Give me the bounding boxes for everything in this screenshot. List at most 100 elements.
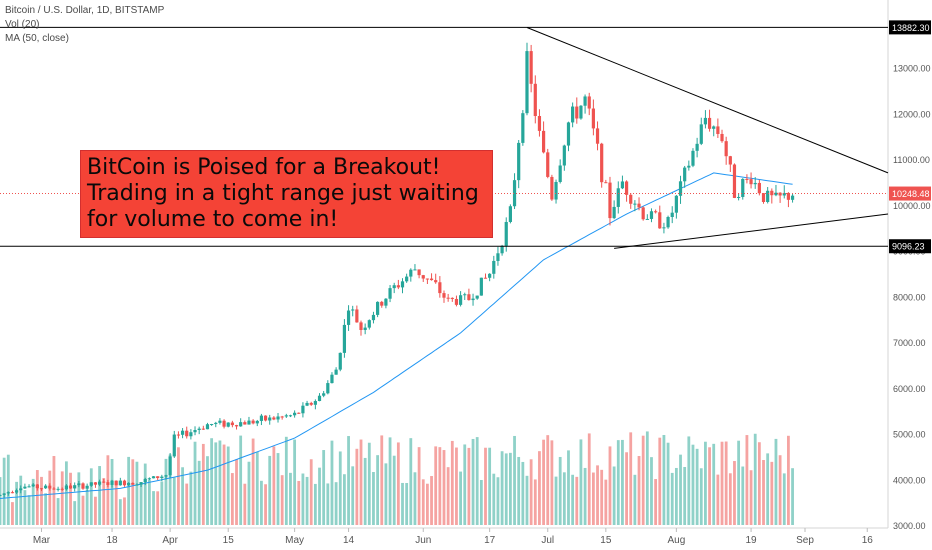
candle-body	[139, 482, 143, 485]
volume-bar	[695, 448, 699, 525]
candle-body	[562, 145, 566, 166]
candle-body	[442, 293, 446, 298]
volume-bar	[405, 483, 409, 525]
candle-body	[222, 420, 226, 427]
candle-body	[691, 150, 695, 166]
volume-bar	[322, 450, 326, 525]
ma-indicator-label: MA (50, close)	[5, 33, 69, 44]
volume-bar	[550, 440, 554, 525]
volume-bar	[376, 455, 380, 525]
volume-bar	[396, 442, 400, 525]
volume-bar	[674, 467, 678, 525]
candle-body	[463, 294, 467, 296]
volume-bar	[73, 501, 77, 525]
volume-bar	[326, 483, 330, 525]
volume-bar	[442, 450, 446, 525]
volume-bar	[438, 447, 442, 525]
candle-body	[483, 277, 488, 279]
candle-body	[757, 182, 761, 194]
volume-bar	[280, 475, 284, 525]
candle-body	[176, 434, 181, 436]
candle-body	[637, 203, 641, 208]
candle-body	[56, 488, 60, 490]
volume-bar	[235, 459, 238, 525]
symbol-label: Bitcoin / U.S. Dollar, 1D, BITSTAMP	[5, 5, 165, 16]
volume-bar	[554, 476, 558, 525]
candle-body	[363, 327, 367, 330]
candle-body	[732, 164, 737, 198]
volume-indicator-label: Vol (20)	[5, 19, 40, 30]
candle-body	[687, 165, 691, 168]
candle-body	[458, 295, 463, 305]
volume-bar	[533, 479, 537, 525]
volume-bar	[372, 472, 375, 525]
candle-body	[131, 482, 135, 485]
volume-bar	[85, 489, 89, 525]
volume-bar	[467, 447, 471, 525]
volume-bar	[102, 478, 106, 525]
candle-body	[205, 424, 210, 430]
volume-bar	[409, 438, 413, 525]
candle-body	[151, 476, 156, 479]
candle-body	[89, 482, 93, 486]
volume-bar	[35, 470, 39, 525]
candle-body	[189, 432, 193, 437]
candle-body	[541, 130, 546, 153]
candle-body	[658, 212, 662, 229]
volume-bar	[745, 435, 749, 525]
trendline	[526, 27, 889, 174]
volume-bar	[388, 437, 392, 525]
volume-bar	[575, 476, 579, 525]
volume-bar	[110, 458, 114, 525]
candle-body	[624, 181, 629, 195]
candle-body	[425, 278, 430, 280]
candle-body	[338, 352, 342, 370]
price-label-box	[889, 239, 931, 254]
price-label: 13882.30	[892, 23, 930, 33]
candle-body	[0, 494, 2, 496]
volume-bar	[293, 439, 297, 525]
candle-body	[114, 480, 118, 486]
candle-body	[288, 415, 293, 417]
volume-bar	[118, 499, 122, 525]
volume-bar	[567, 450, 570, 525]
volume-bar	[683, 467, 687, 525]
volume-bar	[334, 482, 338, 525]
candle-body	[268, 417, 272, 421]
candle-body	[210, 424, 214, 426]
candle-body	[280, 416, 284, 418]
volume-bar	[19, 475, 23, 525]
candle-body	[143, 478, 147, 483]
volume-bar	[313, 483, 317, 525]
volume-bar	[459, 471, 462, 525]
candle-body	[218, 420, 222, 423]
volume-bar	[351, 466, 355, 525]
y-tick-label: 11000.00	[893, 155, 930, 165]
candle-body	[558, 165, 562, 182]
x-tick-label: 15	[600, 535, 612, 546]
volume-bar	[401, 482, 404, 525]
volume-bar	[380, 435, 384, 525]
candle-body	[421, 275, 425, 279]
candle-body	[492, 260, 496, 274]
volume-bar	[712, 443, 716, 525]
callout-line-2: Trading in a tight range just waiting	[87, 181, 479, 206]
volume-bar	[135, 461, 139, 525]
volume-bar	[625, 452, 628, 525]
volume-bar	[131, 459, 135, 525]
volume-bar	[508, 452, 512, 525]
volume-bar	[708, 447, 711, 525]
volume-bar	[430, 476, 433, 525]
price-label: 9096.23	[892, 242, 925, 252]
volume-bar	[230, 473, 234, 525]
volume-bar	[446, 467, 450, 525]
volume-bar	[260, 480, 263, 525]
volume-bar	[143, 463, 147, 525]
x-tick-label: 18	[106, 535, 118, 546]
candle-body	[699, 124, 703, 144]
volume-bar	[31, 478, 35, 525]
volume-bar	[214, 442, 218, 525]
volume-bar	[604, 479, 608, 525]
volume-bar	[426, 483, 429, 525]
